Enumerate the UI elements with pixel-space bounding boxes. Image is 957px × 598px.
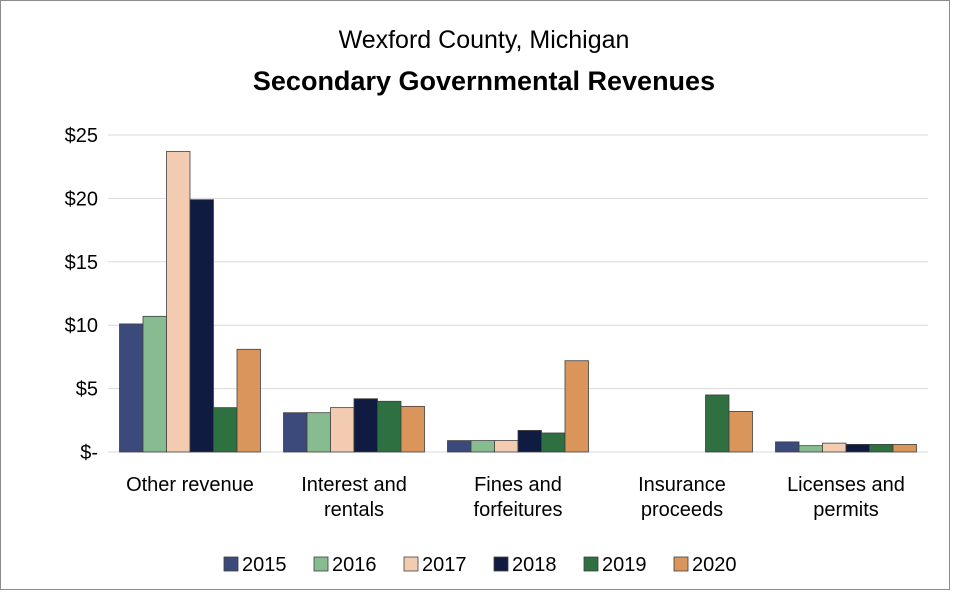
legend-swatch xyxy=(673,556,689,572)
y-tick-label: $20 xyxy=(65,188,98,210)
y-tick-label: $25 xyxy=(65,125,98,147)
x-tick-label: Interest and rentals xyxy=(301,474,407,521)
legend-swatch xyxy=(223,556,239,572)
x-tick-label: Licenses and permits xyxy=(787,474,905,521)
legend-swatch xyxy=(583,556,599,572)
bar xyxy=(869,443,894,453)
legend-label: 2017 xyxy=(422,554,467,576)
y-tick-label: $- xyxy=(80,442,98,464)
legend-swatch xyxy=(403,556,419,572)
bar xyxy=(189,199,214,453)
y-tick-label: $10 xyxy=(65,315,98,337)
bar xyxy=(517,430,542,453)
bar xyxy=(798,445,823,453)
y-tick-label: $5 xyxy=(76,379,98,401)
x-tick-label: Fines and forfeitures xyxy=(473,474,563,521)
bar xyxy=(213,407,238,453)
bar xyxy=(705,394,730,453)
bar xyxy=(775,441,800,453)
chart-subtitle: Wexford County, Michigan xyxy=(339,26,630,54)
legend-label: 2016 xyxy=(332,554,377,576)
legend-swatch xyxy=(313,556,329,572)
bar xyxy=(283,412,308,453)
bar xyxy=(166,151,191,453)
chart-title: Secondary Governmental Revenues xyxy=(253,66,715,96)
bar xyxy=(494,440,519,453)
bar xyxy=(728,411,753,453)
legend-swatch xyxy=(493,556,509,572)
bar xyxy=(822,442,847,453)
bar xyxy=(845,443,870,453)
legend-label: 2019 xyxy=(602,554,647,576)
chart-border xyxy=(0,0,950,590)
legend-label: 2020 xyxy=(692,554,737,576)
bar xyxy=(400,405,425,453)
bar xyxy=(541,432,566,453)
y-tick-label: $15 xyxy=(65,252,98,274)
bar xyxy=(330,407,355,453)
bar xyxy=(236,348,261,453)
x-tick-label: Other revenue xyxy=(126,474,254,496)
bar xyxy=(142,315,167,453)
legend-label: 2018 xyxy=(512,554,557,576)
bar xyxy=(564,360,589,453)
legend-label: 2015 xyxy=(242,554,287,576)
bar xyxy=(447,440,472,453)
bar xyxy=(306,412,331,453)
bar xyxy=(470,440,495,453)
x-tick-label: Insurance proceeds xyxy=(638,474,726,521)
bar xyxy=(119,323,144,453)
bar xyxy=(353,398,378,453)
bar xyxy=(892,443,917,453)
bar xyxy=(377,400,402,453)
